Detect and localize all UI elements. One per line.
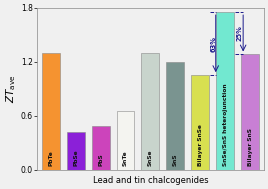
Text: 63%: 63%	[211, 36, 217, 52]
Text: Bilayer SnSe: Bilayer SnSe	[198, 124, 203, 166]
X-axis label: Lead and tin chalcogenides: Lead and tin chalcogenides	[93, 176, 208, 185]
Bar	[42, 53, 60, 170]
Bar	[92, 126, 110, 170]
Text: SnSe/SnS heterojunction: SnSe/SnS heterojunction	[223, 83, 228, 166]
Bar	[166, 62, 184, 170]
Bar	[67, 132, 85, 170]
Text: SnSe: SnSe	[148, 149, 153, 166]
Bar	[117, 111, 135, 170]
Bar	[241, 54, 259, 170]
Text: 25%: 25%	[237, 25, 243, 41]
Text: SnTe: SnTe	[123, 150, 128, 166]
Bar	[142, 53, 159, 170]
Text: Bilayer SnS: Bilayer SnS	[248, 128, 253, 166]
Text: PbTe: PbTe	[48, 150, 53, 166]
Bar	[191, 75, 209, 170]
Text: PbSe: PbSe	[73, 150, 78, 167]
Text: SnS: SnS	[173, 153, 178, 166]
Y-axis label: $ZT_{\mathrm{ave}}$: $ZT_{\mathrm{ave}}$	[4, 74, 18, 103]
Bar	[216, 12, 234, 170]
Text: PbS: PbS	[98, 153, 103, 166]
